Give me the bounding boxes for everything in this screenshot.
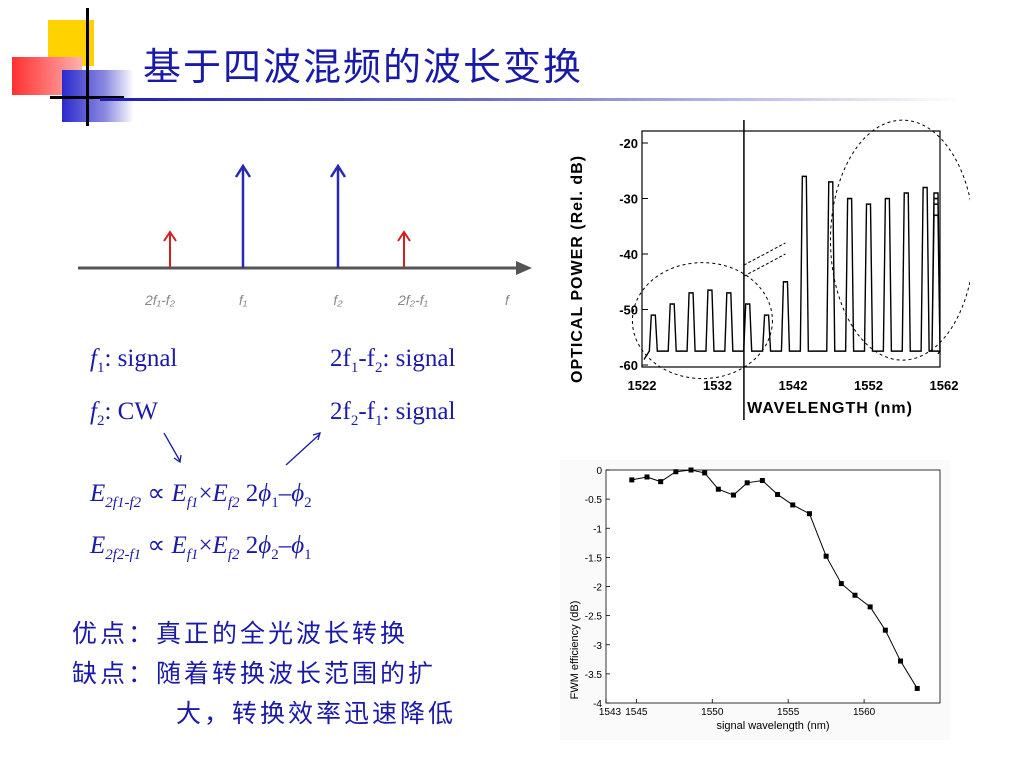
y-tick-label: -30: [619, 192, 638, 207]
y-tick-label: -3.5: [585, 670, 603, 681]
y-tick-label: -60: [619, 358, 638, 373]
f2-definition: f2: CW: [90, 398, 158, 429]
x-tick-label: 1560: [853, 707, 876, 718]
cons-line: 缺点：随着转换波长范围的扩: [72, 654, 436, 690]
data-point: [744, 480, 750, 486]
x-axis-title: signal wavelength (nm): [716, 720, 829, 732]
x-tick-label: 1532: [703, 378, 732, 393]
title-divider: [100, 98, 960, 101]
logo-horizontal-line: [50, 96, 124, 99]
x-tick-label: 1555: [777, 707, 800, 718]
y-tick-label: -50: [619, 303, 638, 318]
label-f: f: [505, 292, 511, 308]
efficiency-line: [631, 469, 918, 689]
spectrum-trace: [643, 175, 941, 360]
pros-text: 真正的全光波长转换: [156, 619, 409, 648]
plot-frame: [641, 130, 941, 368]
fwm-efficiency-chart: FWM efficiency (dB) signal wavelength (n…: [560, 460, 950, 740]
corner-logo: [0, 0, 140, 130]
data-point: [629, 477, 635, 483]
arrow-down-right: [163, 432, 181, 462]
label-f1: f₁: [239, 292, 248, 308]
arrowhead-f1: [234, 163, 252, 178]
data-point: [852, 592, 858, 598]
field-equation-2f2-f1: E2f2-f1 ∝ Ef1×Ef2 2ϕ2–ϕ1: [90, 532, 312, 563]
x-tick-label: 1542: [779, 378, 808, 393]
arrowhead-f2: [329, 163, 347, 178]
field-equation-2f1-f2: E2f1-f2 ∝ Ef1×Ef2 2ϕ1–ϕ2: [90, 480, 312, 511]
x-tick-label: 1545: [625, 707, 648, 718]
y-tick-label: -1: [593, 524, 602, 535]
product-2f2-f1-definition: 2f2-f1: signal: [330, 398, 456, 429]
fwm-spectrum-sketch: 2f₁-f₂ f₁ f₂ 2f₂-f₁ f: [78, 163, 532, 308]
arrowhead-2f2-f1: [397, 230, 411, 242]
data-point: [759, 477, 765, 483]
signal-group-ellipse: [631, 262, 773, 380]
f1-definition: f1: signal: [90, 345, 178, 376]
cons-label: 缺点：: [72, 659, 157, 688]
plot-frame: [605, 469, 941, 704]
data-point: [914, 685, 920, 691]
data-point: [673, 469, 679, 475]
label-2f2-f1: 2f₂-f₁: [397, 292, 429, 308]
y-tick-label: -2.5: [585, 612, 603, 623]
pros-label: 优点：: [72, 619, 157, 648]
data-point: [688, 467, 694, 473]
axis-arrowhead: [516, 261, 532, 275]
product-2f1-f2-definition: 2f1-f2: signal: [330, 345, 456, 376]
x-axis-title: WAVELENGTH (nm): [747, 400, 913, 417]
x-tick-label: 1552: [854, 378, 883, 393]
data-point: [644, 474, 650, 480]
y-axis-title: OPTICAL POWER (Rel. dB): [569, 155, 586, 383]
arrowhead-down-right: [173, 454, 182, 464]
data-point: [702, 470, 708, 476]
logo-vertical-line: [86, 8, 89, 126]
y-tick-label: -4: [593, 699, 602, 710]
arrowhead-2f1-f2: [163, 230, 177, 242]
arrowhead-up-right: [312, 432, 321, 441]
data-point: [715, 486, 721, 492]
data-point: [806, 511, 812, 517]
x-tick-label: 1522: [628, 378, 657, 393]
arrow-up-right: [285, 433, 321, 466]
y-tick-label: 0: [596, 466, 602, 477]
x-tick-label: 1543: [599, 707, 622, 718]
pros-line: 优点：真正的全光波长转换: [72, 614, 408, 650]
conversion-arrow: [743, 242, 786, 277]
mixing-arrows: [163, 432, 321, 466]
data-point: [775, 491, 781, 497]
fwm-optical-spectrum-chart: OPTICAL POWER (Rel. dB) WAVELENGTH (nm) …: [569, 119, 970, 420]
y-tick-label: -40: [619, 247, 638, 262]
cons-line-2: 大，转换效率迅速降低: [176, 699, 457, 728]
data-point: [898, 658, 904, 664]
y-tick-label: -3: [593, 641, 602, 652]
data-point: [823, 553, 829, 559]
page-title: 基于四波混频的波长变换: [143, 45, 584, 89]
y-axis-title: FWM efficiency (dB): [569, 601, 581, 700]
cons-text-1: 随着转换波长范围的扩: [156, 659, 437, 688]
y-tick-label: -2: [593, 583, 602, 594]
label-f2: f₂: [333, 292, 343, 308]
data-point: [658, 479, 664, 485]
data-point: [867, 604, 873, 610]
x-tick-label: 1550: [701, 707, 724, 718]
y-tick-label: -20: [619, 136, 638, 151]
y-tick-label: -0.5: [585, 495, 603, 506]
data-point: [731, 492, 737, 498]
product-group-ellipse: [829, 119, 970, 361]
x-tick-label: 1562: [930, 378, 959, 393]
data-point: [790, 502, 796, 508]
data-point: [838, 581, 844, 587]
data-point: [882, 627, 888, 633]
label-2f1-f2: 2f₁-f₂: [144, 292, 176, 308]
y-tick-label: -1.5: [585, 553, 603, 564]
